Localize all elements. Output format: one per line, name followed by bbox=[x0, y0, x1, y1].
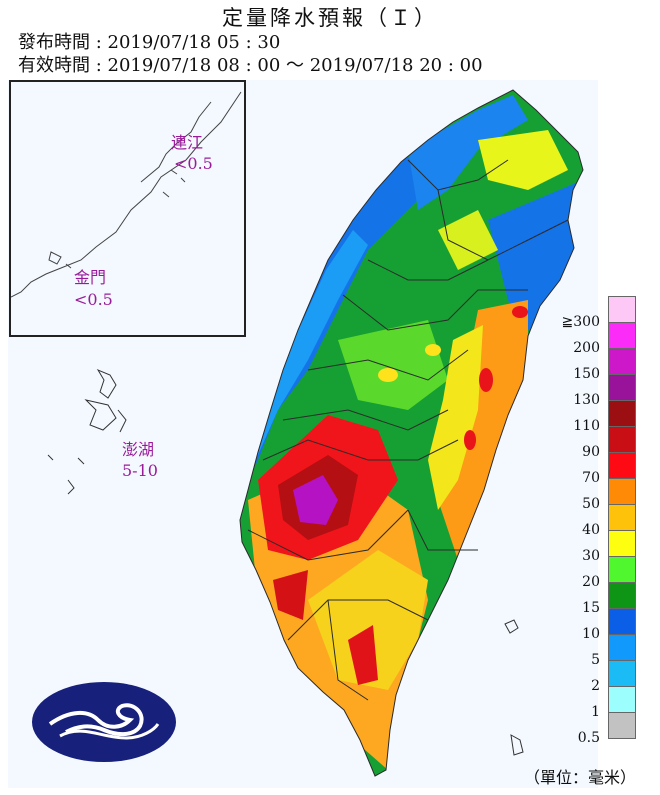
china-coast-detail bbox=[140, 101, 212, 183]
legend-tick-label: 150 bbox=[573, 366, 600, 382]
green-island bbox=[510, 734, 524, 756]
cwb-logo bbox=[32, 682, 176, 762]
rain-zone-south-red-2 bbox=[348, 625, 378, 685]
legend-tick-label: 2 bbox=[591, 678, 600, 694]
legend-tick-label: 5 bbox=[591, 652, 600, 668]
legend-tick-label: 10 bbox=[582, 626, 600, 642]
rain-zone-north-yellow bbox=[478, 130, 568, 190]
penghu-label: 澎湖 bbox=[122, 440, 155, 459]
taiwan-rainfall-svg bbox=[47, 89, 584, 777]
matsu-value: <0.5 bbox=[174, 154, 213, 173]
legend-tick-label: ≧300 bbox=[561, 314, 600, 330]
legend-swatch bbox=[608, 453, 636, 479]
legend-swatch bbox=[608, 661, 636, 687]
legend-swatch bbox=[608, 427, 636, 453]
rain-zone-east-orange bbox=[438, 300, 528, 560]
rain-zone-east-yellow bbox=[428, 325, 483, 510]
rainfall-legend bbox=[608, 296, 636, 739]
legend-swatch bbox=[608, 531, 636, 557]
rainfall-shading bbox=[240, 95, 583, 770]
legend-tick-label: 200 bbox=[573, 340, 600, 356]
legend-swatch bbox=[608, 375, 636, 401]
matsu-islands bbox=[162, 169, 186, 198]
legend-swatch bbox=[608, 583, 636, 609]
penghu-islands bbox=[47, 368, 127, 495]
issue-time: 發布時間 : 2019/07/18 05 : 30 bbox=[18, 32, 281, 53]
legend-tick-label: 1 bbox=[591, 704, 600, 720]
legend-swatch bbox=[608, 479, 636, 505]
legend-tick-label: 0.5 bbox=[577, 730, 600, 746]
legend-swatch bbox=[608, 349, 636, 375]
rain-zone-purple-core bbox=[293, 475, 338, 525]
legend-swatch bbox=[608, 296, 636, 323]
rainfall-map bbox=[8, 80, 598, 788]
legend-swatch bbox=[608, 401, 636, 427]
rain-zone-south-yellow bbox=[308, 550, 428, 690]
matsu-label: 連江 bbox=[171, 133, 204, 152]
orchid-island bbox=[504, 619, 519, 634]
legend-tick-label: 50 bbox=[582, 496, 600, 512]
valid-time: 有效時間 : 2019/07/18 08 : 00 ～ 2019/07/18 2… bbox=[18, 55, 483, 76]
legend-tick-label: 70 bbox=[582, 470, 600, 486]
rain-zone-west-lightblue bbox=[240, 230, 368, 480]
legend-tick-label: 90 bbox=[582, 444, 600, 460]
legend-swatch bbox=[608, 557, 636, 583]
rain-cell-east-1 bbox=[479, 368, 493, 392]
legend-swatch bbox=[608, 609, 636, 635]
legend-swatch bbox=[608, 687, 636, 713]
legend-tick-label: 20 bbox=[582, 574, 600, 590]
china-coastline bbox=[11, 91, 242, 298]
rain-cell-central-1 bbox=[425, 344, 441, 356]
kinmen-value: <0.5 bbox=[74, 290, 113, 309]
legend-tick-label: 130 bbox=[573, 392, 600, 408]
rain-cell-east-2 bbox=[464, 430, 476, 450]
rain-cell-east-3 bbox=[512, 306, 528, 318]
legend-tick-label: 15 bbox=[582, 600, 600, 616]
kinmen-label: 金門 bbox=[74, 268, 107, 287]
legend-swatch bbox=[608, 323, 636, 349]
rain-zone-south-red bbox=[273, 570, 308, 620]
legend-swatch bbox=[608, 713, 636, 739]
penghu-value: 5-10 bbox=[122, 461, 158, 480]
rain-zone-central-light-green bbox=[338, 320, 448, 410]
rain-cell-central-2 bbox=[378, 368, 398, 382]
legend-tick-label: 40 bbox=[582, 522, 600, 538]
county-boundaries bbox=[239, 89, 584, 777]
legend-swatch bbox=[608, 505, 636, 531]
unit-label: （單位：毫米） bbox=[524, 768, 637, 787]
legend-swatch bbox=[608, 635, 636, 661]
kinmen-matsu-inset bbox=[9, 80, 246, 337]
rain-zone-north-blue bbox=[408, 95, 528, 210]
legend-tick-label: 30 bbox=[582, 548, 600, 564]
china-coast-svg bbox=[11, 91, 242, 298]
map-title: 定量降水預報（Ｉ） bbox=[222, 6, 438, 30]
rain-zone-north-yellow-2 bbox=[438, 210, 498, 270]
kinmen-islands bbox=[48, 251, 72, 269]
legend-tick-label: 110 bbox=[573, 418, 600, 434]
